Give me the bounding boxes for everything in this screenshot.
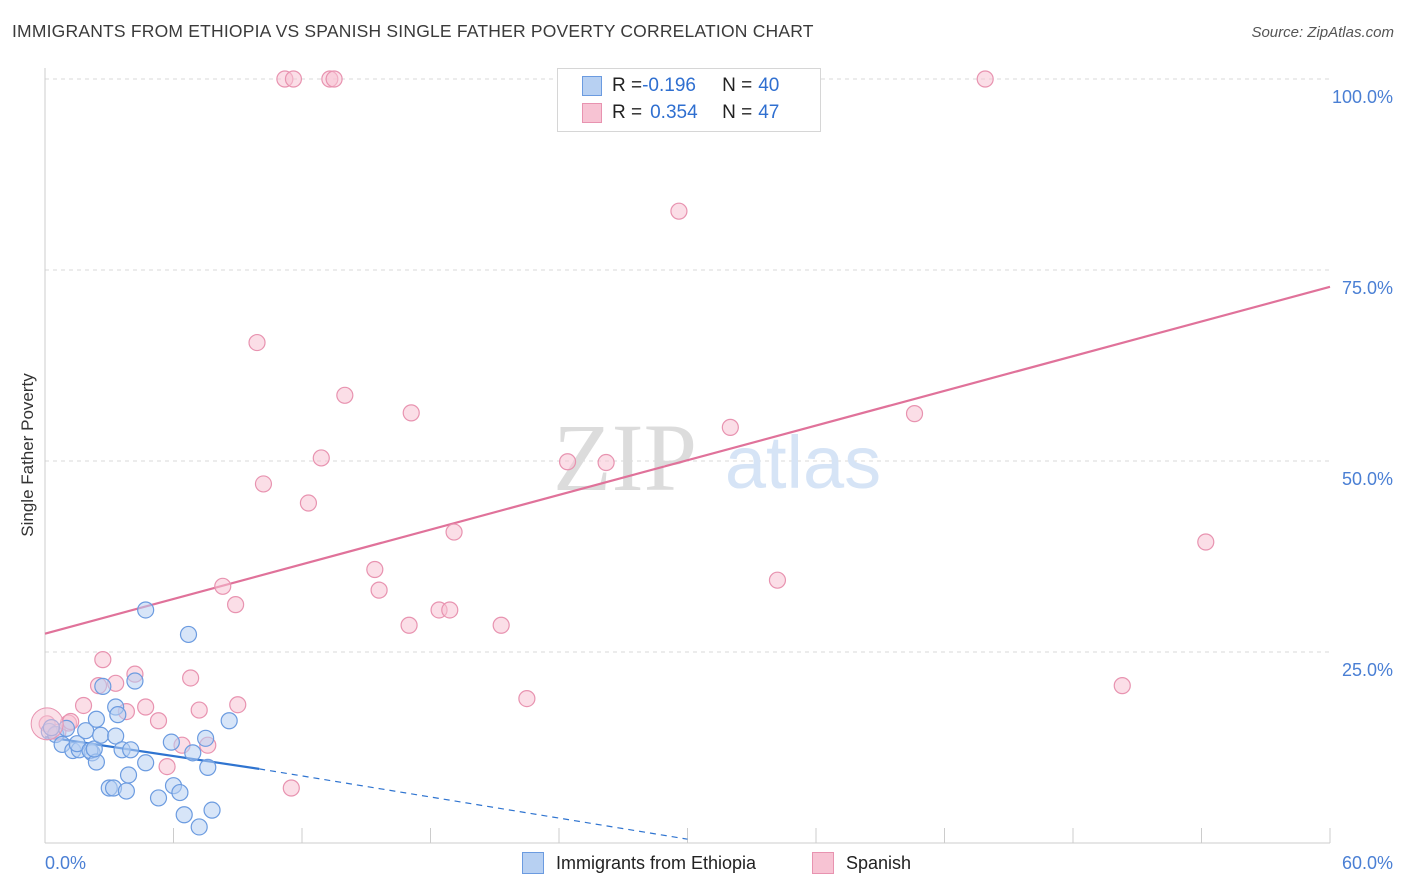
spanish-point xyxy=(190,701,208,719)
spanish-point xyxy=(325,70,343,88)
legend-n-label: N = xyxy=(722,75,753,96)
spanish-point xyxy=(492,616,510,634)
legend-swatch-ethiopia xyxy=(582,76,602,96)
ethiopia-point xyxy=(92,726,110,744)
spanish-trend-line xyxy=(44,285,1331,635)
ethiopia-point xyxy=(199,758,217,776)
spanish-point xyxy=(402,404,420,422)
spanish-point xyxy=(254,475,273,493)
spanish-point xyxy=(768,571,787,589)
x-tick-label: 60.0% xyxy=(1342,853,1393,873)
spanish-point xyxy=(518,690,536,708)
spanish-point xyxy=(299,494,318,512)
y-tick-label: 50.0% xyxy=(1342,469,1393,489)
spanish-point xyxy=(149,712,168,730)
legend-r-value: -0.196 xyxy=(642,75,696,96)
chart-title: IMMIGRANTS FROM ETHIOPIA VS SPANISH SING… xyxy=(12,21,814,41)
ethiopia-point xyxy=(126,672,144,690)
legend-n-value: 40 xyxy=(758,75,780,96)
x-tick-label: 0.0% xyxy=(45,853,86,873)
legend-swatch-spanish xyxy=(582,103,602,123)
y-tick-label: 25.0% xyxy=(1342,660,1393,680)
y-tick-label: 75.0% xyxy=(1342,278,1393,298)
legend-n-label: N = xyxy=(722,102,753,123)
spanish-point xyxy=(558,453,577,471)
ethiopia-point xyxy=(197,729,215,747)
ethiopia-point xyxy=(122,741,140,759)
spanish-point xyxy=(229,696,247,714)
spanish-point xyxy=(312,449,330,467)
spanish-point xyxy=(441,601,459,619)
data-points xyxy=(30,70,1215,836)
spanish-point xyxy=(336,386,354,404)
spanish-point xyxy=(905,405,924,423)
spanish-point xyxy=(158,757,176,776)
ethiopia-point xyxy=(171,783,189,802)
spanish-point-cluster xyxy=(30,707,64,741)
ethiopia-point xyxy=(87,710,106,728)
ethiopia-point xyxy=(137,601,155,619)
spanish-point xyxy=(400,616,418,634)
legend-row-ethiopia: R = -0.196 N = 40 xyxy=(582,75,779,97)
watermark-zip: ZIP xyxy=(553,404,697,511)
spanish-point xyxy=(74,696,93,715)
spanish-point xyxy=(284,70,303,88)
ethiopia-point xyxy=(190,818,208,836)
source-label: Source: ZipAtlas.com xyxy=(1251,24,1394,41)
grid xyxy=(45,78,1330,653)
ethiopia-trend-extension xyxy=(259,768,688,840)
ethiopia-point xyxy=(179,625,198,644)
ethiopia-point xyxy=(162,733,180,751)
ethiopia-point xyxy=(220,712,238,730)
ethiopia-point xyxy=(149,789,168,807)
ethiopia-point xyxy=(117,782,135,800)
spanish-point xyxy=(214,577,232,595)
spanish-point xyxy=(94,651,112,669)
spanish-point xyxy=(721,418,739,436)
spanish-point xyxy=(976,70,994,88)
spanish-point xyxy=(1197,533,1215,551)
legend-row-spanish: R = 0.354 N = 47 xyxy=(582,102,779,124)
series-label-ethiopia: Immigrants from Ethiopia xyxy=(556,852,757,873)
watermark-atlas: atlas xyxy=(725,421,881,504)
legend-n-value: 47 xyxy=(758,102,780,123)
trend-lines xyxy=(44,285,1331,840)
ethiopia-point xyxy=(109,706,127,724)
spanish-point xyxy=(1113,677,1131,695)
legend-r-value: 0.354 xyxy=(650,102,698,123)
stats-legend: R = -0.196 N = 40 R = 0.354 N = 47 xyxy=(557,68,821,132)
ethiopia-point xyxy=(137,754,155,772)
series-legend-ethiopia: Immigrants from Ethiopia xyxy=(522,852,756,874)
ethiopia-point xyxy=(85,740,103,758)
watermark: ZIP atlas xyxy=(553,404,881,511)
ethiopia-point xyxy=(175,806,193,824)
spanish-point xyxy=(248,333,266,352)
series-legend: Immigrants from Ethiopia Spanish xyxy=(0,852,1406,878)
legend-r-label: R = xyxy=(612,102,643,123)
spanish-point xyxy=(282,779,300,797)
ethiopia-point xyxy=(107,727,125,745)
spanish-point xyxy=(227,596,245,614)
series-swatch-ethiopia xyxy=(522,852,544,874)
spanish-point xyxy=(445,523,463,541)
spanish-point xyxy=(366,560,384,579)
spanish-point xyxy=(670,202,688,220)
spanish-point xyxy=(597,453,615,472)
ethiopia-point xyxy=(184,744,202,762)
series-legend-spanish: Spanish xyxy=(812,852,911,874)
spanish-point xyxy=(182,669,200,687)
legend-r-label: R = xyxy=(612,75,643,96)
series-swatch-spanish xyxy=(812,852,834,874)
tick-labels: 25.0% 50.0% 75.0% 100.0% 0.0% 60.0% xyxy=(45,87,1393,873)
ethiopia-point xyxy=(119,766,138,784)
ethiopia-point xyxy=(203,801,221,819)
series-label-spanish: Spanish xyxy=(846,852,912,873)
spanish-point xyxy=(137,698,155,716)
y-tick-label: 100.0% xyxy=(1332,87,1393,107)
spanish-point xyxy=(370,581,388,599)
ethiopia-point xyxy=(94,677,112,695)
